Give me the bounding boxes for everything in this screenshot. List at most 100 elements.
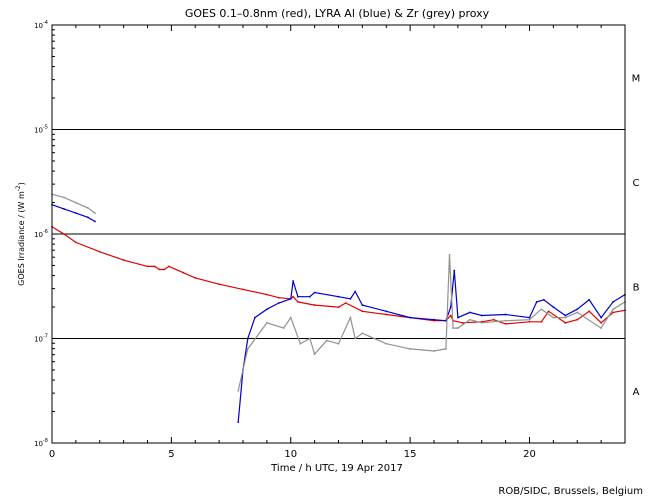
chart-title: GOES 0.1–0.8nm (red), LYRA Al (blue) & Z… xyxy=(185,7,490,20)
series-point-2-11 xyxy=(308,337,311,340)
series-point-1-30 xyxy=(528,316,531,319)
footer-credit: ROB/SIDC, Brussels, Belgium xyxy=(498,486,643,497)
series-point-2-34 xyxy=(612,308,614,311)
series-point-0-2 xyxy=(74,241,77,244)
series-point-0-37 xyxy=(576,318,579,321)
series-point-0-38 xyxy=(588,310,591,313)
series-point-2-8 xyxy=(282,327,285,329)
series-line-1-seg-0 xyxy=(51,204,96,223)
y-axis-label: GOES Irradiance / (W m-2) xyxy=(15,182,26,286)
series-point-0-11 xyxy=(194,276,197,279)
series-point-0-19 xyxy=(313,304,316,306)
series-point-2-28 xyxy=(528,318,531,321)
series-point-2-23 xyxy=(452,327,454,329)
series-point-2-21 xyxy=(445,348,447,350)
series-point-0-35 xyxy=(547,310,550,313)
series-point-2-13 xyxy=(325,339,328,342)
y-tick-base-3: 10 xyxy=(34,127,43,135)
y-axis-label-close: ) xyxy=(17,182,26,185)
x-tick-label-3: 15 xyxy=(404,449,417,460)
x-tick-label-4: 20 xyxy=(523,449,536,460)
series-point-1-15 xyxy=(313,291,316,294)
series-point-2-19 xyxy=(409,348,412,350)
series-point-1-33 xyxy=(552,306,555,309)
series-point-1-32 xyxy=(542,298,545,301)
series-point-2-32 xyxy=(576,311,579,314)
series-point-1-12 xyxy=(292,280,295,282)
series-point-1-1 xyxy=(63,208,65,210)
series-point-1-8 xyxy=(254,316,256,319)
series-point-2-17 xyxy=(361,332,364,335)
series-point-1-7 xyxy=(246,337,249,340)
series-point-1-10 xyxy=(277,302,280,304)
series-point-0-17 xyxy=(292,295,295,298)
y-tick-base-2: 10 xyxy=(34,231,43,239)
series-point-1-28 xyxy=(480,314,483,317)
y-tick-label-0: 10-8 xyxy=(34,438,48,448)
y-tick-exp-3: -5 xyxy=(43,125,48,131)
series-point-0-36 xyxy=(564,321,567,324)
series-point-2-1 xyxy=(63,196,65,199)
series-point-2-30 xyxy=(552,316,555,319)
series-point-1-25 xyxy=(453,269,456,272)
series-point-1-18 xyxy=(354,290,357,293)
series-line-2-seg-0 xyxy=(51,193,96,214)
series-point-1-11 xyxy=(289,297,292,300)
series-layer xyxy=(51,193,626,423)
series-point-2-27 xyxy=(504,319,507,322)
series-point-2-20 xyxy=(433,350,435,352)
y-tick-exp-2: -6 xyxy=(43,229,48,235)
series-point-1-22 xyxy=(433,318,435,321)
series-point-0-33 xyxy=(528,320,531,323)
series-point-2-12 xyxy=(313,353,316,356)
y-tick-exp-4: -4 xyxy=(43,20,48,26)
flare-class-lines xyxy=(52,129,625,339)
series-point-1-26 xyxy=(456,316,459,319)
series-point-0-31 xyxy=(492,318,495,321)
series-line-1-seg-1 xyxy=(237,270,626,423)
series-point-2-7 xyxy=(265,321,268,324)
series-point-1-37 xyxy=(600,316,603,319)
series-point-2-29 xyxy=(540,308,543,311)
x-tick-label-2: 10 xyxy=(284,449,297,460)
series-point-0-18 xyxy=(297,301,299,303)
series-point-2-5 xyxy=(237,389,240,392)
series-point-0-27 xyxy=(449,314,452,317)
series-point-2-15 xyxy=(349,316,352,319)
series-point-2-4 xyxy=(94,212,96,215)
series-point-1-20 xyxy=(385,310,388,313)
series-point-2-18 xyxy=(385,342,388,345)
series-point-1-29 xyxy=(504,313,507,316)
y-tick-base-4: 10 xyxy=(34,22,43,30)
series-point-0-21 xyxy=(344,302,347,304)
series-point-0-12 xyxy=(218,283,221,286)
flare-class-label-B: B xyxy=(633,282,640,293)
series-point-1-5 xyxy=(237,421,240,423)
series-point-2-25 xyxy=(468,318,471,321)
series-point-0-29 xyxy=(461,321,464,324)
y-tick-base-1: 10 xyxy=(34,336,43,344)
series-point-0-10 xyxy=(182,271,185,274)
series-point-0-22 xyxy=(361,310,364,313)
y-axis-label-exp: -2 xyxy=(15,185,22,191)
series-point-2-31 xyxy=(564,316,567,319)
x-axis-label: Time / h UTC, 19 Apr 2017 xyxy=(270,463,403,474)
series-point-2-16 xyxy=(354,337,357,340)
y-tick-base-0: 10 xyxy=(34,440,43,448)
y-tick-exp-1: -7 xyxy=(43,334,48,340)
series-point-0-23 xyxy=(385,313,388,316)
series-point-2-9 xyxy=(289,316,292,319)
series-point-1-3 xyxy=(86,216,89,219)
series-point-0-39 xyxy=(600,321,603,324)
series-point-1-19 xyxy=(361,304,364,306)
series-point-1-16 xyxy=(337,295,340,298)
y-tick-exp-0: -8 xyxy=(43,438,48,444)
series-point-1-4 xyxy=(94,220,96,223)
series-point-0-40 xyxy=(612,311,614,314)
series-point-0-4 xyxy=(122,259,125,262)
series-point-0-7 xyxy=(158,268,161,271)
series-point-1-21 xyxy=(409,316,412,319)
series-point-2-10 xyxy=(299,342,302,345)
flare-class-label-A: A xyxy=(633,387,640,398)
